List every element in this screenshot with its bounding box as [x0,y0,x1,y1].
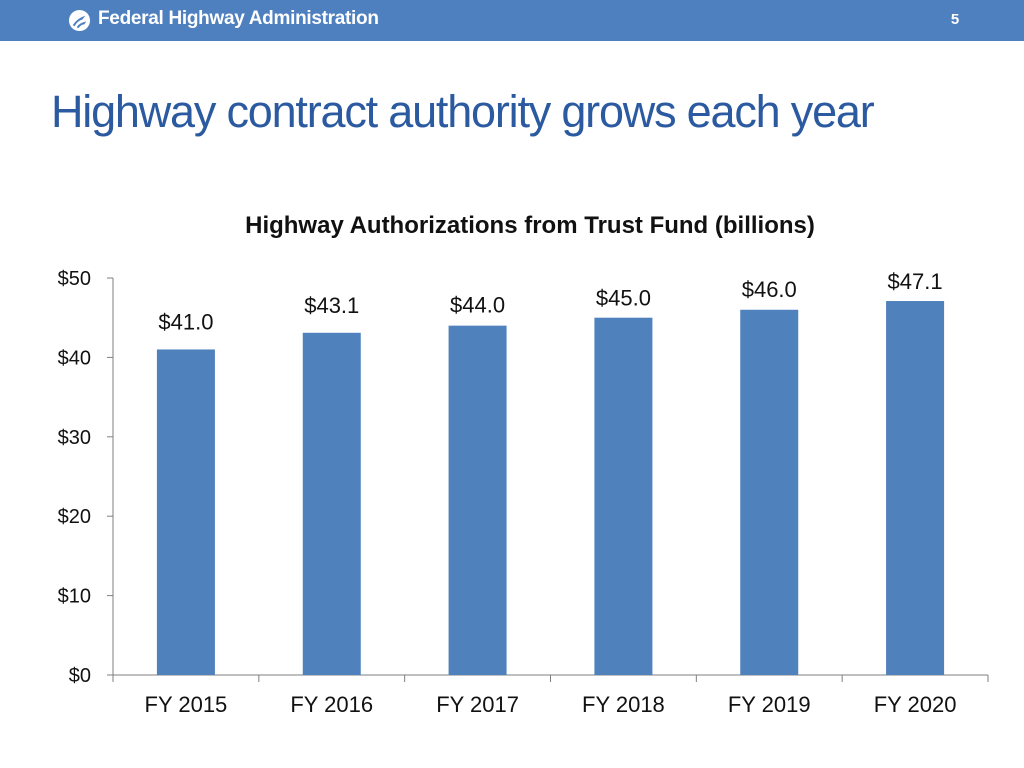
bar [448,325,507,675]
y-tick-label: $50 [58,268,91,290]
y-tick-label: $0 [69,665,91,687]
y-tick-label: $40 [58,347,91,369]
y-tick-label: $10 [58,586,91,608]
page-number: 5 [950,11,960,28]
chart-title: Highway Authorizations from Trust Fund (… [245,212,815,239]
bar [156,349,215,675]
slide-title: Highway contract authority grows each ye… [51,86,875,137]
y-tick-label: $20 [58,506,91,528]
x-category-label: FY 2020 [874,692,957,717]
y-tick-label: $30 [58,427,91,449]
bar [886,301,945,675]
x-category-label: FY 2019 [728,692,811,717]
bar [740,309,799,675]
chart-bars [156,301,945,675]
data-label: $43.1 [304,293,359,318]
chart-axes: $0 $10 $20 $30 $40 $50 [58,268,989,687]
chart-labels: FY 2015 $41.0 FY 2016 $43.1 FY 2017 $44.0 FY 2… [145,269,957,717]
dot-logo-icon [68,9,91,32]
data-label: $46.0 [742,277,797,302]
bar [302,332,361,675]
agency-name: Federal Highway Administration [98,8,379,29]
x-category-label: FY 2015 [145,692,228,717]
bar [594,317,653,675]
x-category-label: FY 2016 [290,692,373,717]
data-label: $44.0 [450,293,505,318]
x-category-label: FY 2017 [436,692,519,717]
data-label: $47.1 [888,269,943,294]
header-bar: Federal Highway Administration 5 [0,0,1024,41]
x-category-label: FY 2018 [582,692,665,717]
data-label: $45.0 [596,286,651,311]
data-label: $41.0 [158,309,213,334]
